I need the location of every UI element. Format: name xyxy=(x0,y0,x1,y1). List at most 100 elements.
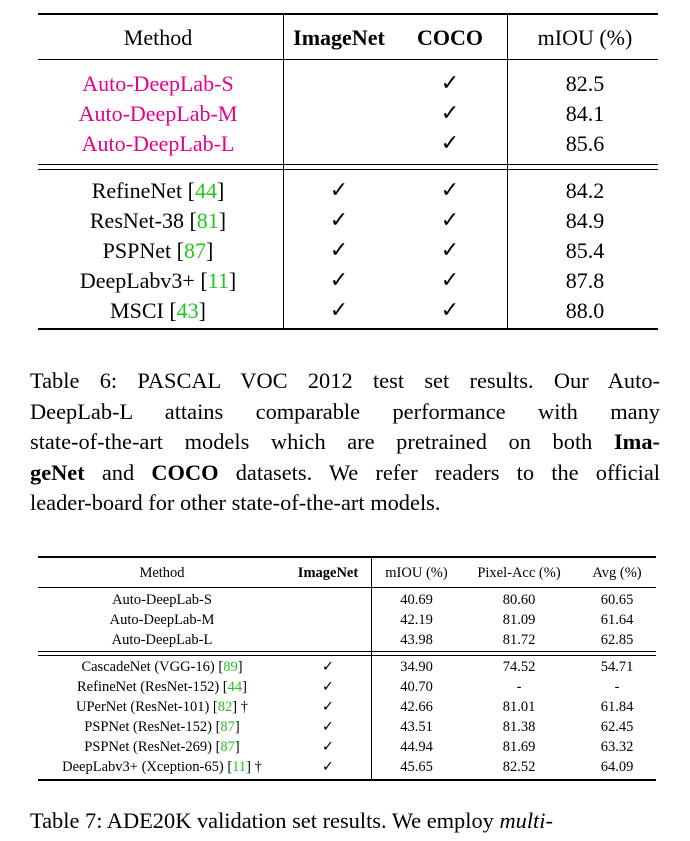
caption-line: DeepLab-L attains comparable performance… xyxy=(30,398,660,424)
table-header-row: Method ImageNet COCO mIOU (%) xyxy=(38,23,658,53)
double-rule-top xyxy=(38,651,656,652)
imagenet-check: ✓ xyxy=(329,208,349,233)
method-cell: ResNet-38 [81] xyxy=(89,208,227,233)
method-name: ResNet-38 xyxy=(89,208,184,233)
coco-check: ✓ xyxy=(440,71,460,96)
table-row: Auto-DeepLab-M 42.19 81.09 61.64 xyxy=(38,611,656,630)
method-name: Auto-DeepLab-M xyxy=(78,101,238,126)
method-cell: PSPNet [87] xyxy=(102,238,214,263)
imagenet-check: ✓ xyxy=(321,699,335,715)
miou-value: 82.5 xyxy=(565,71,605,96)
header-pixel-acc: Pixel-Acc (%) xyxy=(477,565,561,581)
imagenet-check xyxy=(288,99,390,129)
imagenet-check xyxy=(288,69,390,99)
coco-check: ✓ xyxy=(440,178,460,203)
method-cell: Auto-DeepLab-S xyxy=(38,591,286,610)
miou-value: 85.4 xyxy=(565,238,605,263)
table-row: Auto-DeepLab-M ✓ 84.1 xyxy=(38,99,658,129)
method-name: PSPNet (ResNet-269) xyxy=(84,739,212,755)
coco-check: ✓ xyxy=(440,131,460,156)
double-rule-bottom xyxy=(38,655,656,656)
citation-link[interactable]: 44 xyxy=(194,178,217,203)
avg-value: 64.09 xyxy=(600,759,634,775)
pixel-acc-value: 81.72 xyxy=(502,632,536,648)
caption-line: leader-board for other state-of-the-art … xyxy=(30,490,441,515)
method-name: PSPNet (ResNet-152) xyxy=(84,719,212,735)
pixel-acc-value: 81.69 xyxy=(502,739,536,755)
miou-value: 42.19 xyxy=(400,612,433,628)
miou-value: 88.0 xyxy=(565,298,605,323)
miou-value: 85.6 xyxy=(565,131,605,156)
miou-value: 40.70 xyxy=(400,679,433,695)
citation-link[interactable]: 87 xyxy=(183,238,206,263)
method-name: Auto-DeepLab-M xyxy=(109,612,215,628)
table-7-caption: Table 7: ADE20K validation set results. … xyxy=(30,808,553,833)
method-cell: DeepLabv3+ [11] xyxy=(79,268,237,293)
top-rule xyxy=(38,13,658,15)
imagenet-check: ✓ xyxy=(321,659,335,675)
miou-value: 87.8 xyxy=(565,268,605,293)
imagenet-check: ✓ xyxy=(329,238,349,263)
coco-check: ✓ xyxy=(440,238,460,263)
bottom-rule xyxy=(38,779,656,781)
method-name: CascadeNet (VGG-16) xyxy=(81,659,215,675)
method-cell: Auto-DeepLab-S xyxy=(38,69,278,99)
citation-link[interactable]: 81 xyxy=(196,208,219,233)
bottom-rule xyxy=(38,328,658,330)
table-row: MSCI [43] ✓ ✓ 88.0 xyxy=(38,296,658,326)
dagger-mark: † xyxy=(237,699,248,715)
method-name: Auto-DeepLab-L xyxy=(111,632,213,648)
miou-value: 44.94 xyxy=(400,739,433,755)
method-cell: PSPNet (ResNet-269) [87] xyxy=(84,739,240,755)
header-miou: mIOU (%) xyxy=(385,565,448,581)
method-cell: Auto-DeepLab-M xyxy=(38,611,286,630)
method-name: UPerNet (ResNet-101) xyxy=(76,699,210,715)
header-rule xyxy=(38,587,656,588)
top-rule xyxy=(38,556,656,558)
method-name: DeepLabv3+ xyxy=(79,268,195,293)
table-row: Auto-DeepLab-S 40.69 80.60 60.65 xyxy=(38,591,656,610)
header-imagenet: ImageNet xyxy=(293,25,385,50)
header-method: Method xyxy=(139,565,185,581)
header-coco: COCO xyxy=(417,25,483,50)
citation-link[interactable]: 11 xyxy=(232,759,247,775)
avg-value: 60.65 xyxy=(600,592,634,608)
miou-value: 43.98 xyxy=(400,632,433,648)
miou-value: 42.66 xyxy=(400,699,433,715)
header-avg: Avg (%) xyxy=(592,565,642,581)
citation-link[interactable]: 89 xyxy=(223,659,238,675)
imagenet-check xyxy=(288,129,390,159)
method-cell: CascadeNet (VGG-16) [89] xyxy=(81,659,243,675)
pixel-acc-value: 82.52 xyxy=(502,759,536,775)
header-miou: mIOU (%) xyxy=(537,25,633,50)
method-cell: RefineNet (ResNet-152) [44] xyxy=(77,679,247,695)
pixel-acc-value: 74.52 xyxy=(502,659,536,675)
caption-line: state-of-the-art models which are pretra… xyxy=(30,429,660,454)
pixel-acc-value: 81.09 xyxy=(502,612,536,628)
citation-link[interactable]: 87 xyxy=(220,719,235,735)
table-row: CascadeNet (VGG-16) [89] ✓ 34.90 74.52 54.71 xyxy=(38,658,656,677)
miou-value: 84.2 xyxy=(565,178,605,203)
method-cell: Auto-DeepLab-L xyxy=(38,631,286,650)
coco-check: ✓ xyxy=(440,101,460,126)
method-cell: PSPNet (ResNet-152) [87] xyxy=(84,719,240,735)
pixel-acc-value: 81.38 xyxy=(502,719,536,735)
citation-link[interactable]: 11 xyxy=(207,268,229,293)
imagenet-check: ✓ xyxy=(321,759,335,775)
table-row: PSPNet (ResNet-269) [87] ✓ 44.94 81.69 63.32 xyxy=(38,738,656,757)
coco-check: ✓ xyxy=(440,268,460,293)
miou-value: 43.51 xyxy=(400,719,433,735)
avg-value: 61.64 xyxy=(600,612,634,628)
miou-value: 84.1 xyxy=(565,101,605,126)
miou-value: 34.90 xyxy=(400,659,433,675)
imagenet-check: ✓ xyxy=(321,719,335,735)
imagenet-check xyxy=(288,631,368,650)
avg-value: 63.32 xyxy=(600,739,634,755)
citation-link[interactable]: 44 xyxy=(227,679,243,695)
column-divider xyxy=(371,556,372,781)
citation-link[interactable]: 43 xyxy=(176,298,199,323)
citation-link[interactable]: 87 xyxy=(220,739,235,755)
method-cell: Auto-DeepLab-L xyxy=(38,129,278,159)
citation-link[interactable]: 82 xyxy=(217,699,233,715)
method-cell: MSCI [43] xyxy=(110,298,206,323)
